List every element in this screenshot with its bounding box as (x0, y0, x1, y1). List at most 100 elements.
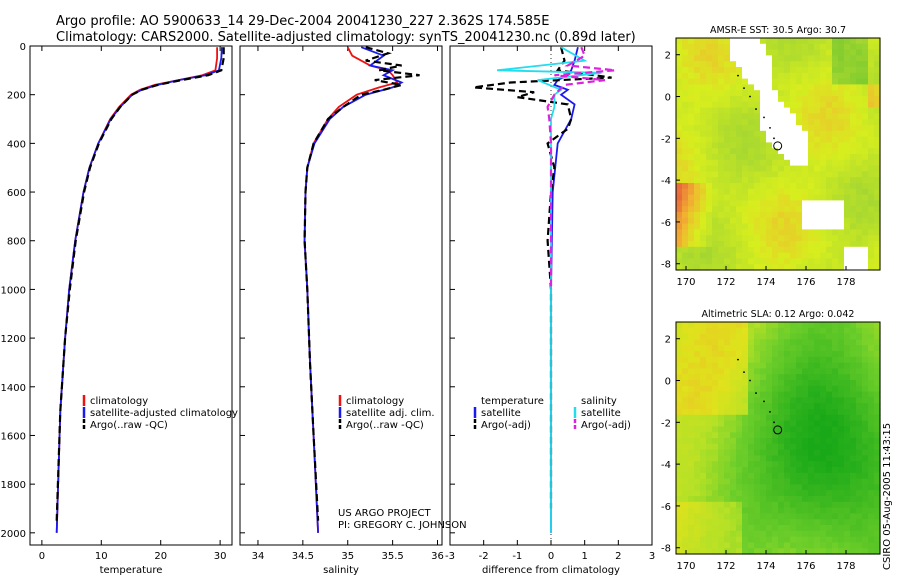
map-cell (766, 148, 773, 155)
map-cell (820, 78, 827, 85)
map-cell (838, 339, 845, 346)
map-cell (742, 142, 749, 149)
map-cell (844, 536, 851, 543)
map-cell (808, 484, 815, 491)
map-cell (742, 449, 749, 456)
map-cell (856, 362, 863, 369)
map-cell (856, 455, 863, 462)
map-cell (802, 449, 809, 456)
map-cell (790, 322, 797, 329)
map-cell (820, 125, 827, 132)
map-cell (820, 159, 827, 167)
map-cell (730, 455, 737, 462)
map-cell (730, 409, 737, 416)
map-cell (784, 496, 791, 503)
map-cell (754, 142, 761, 149)
map-cell (868, 113, 875, 120)
map-cell (790, 351, 797, 358)
map-cell (820, 455, 827, 462)
map-cell (778, 212, 785, 219)
map-cell (676, 391, 683, 398)
map-cell (808, 351, 815, 358)
map-cell (748, 258, 755, 265)
map-cell (826, 327, 833, 335)
map-cell (826, 519, 833, 526)
map-cell (772, 467, 779, 474)
legend-entry: climatology (90, 396, 148, 407)
map-cell (694, 322, 701, 329)
map-cell (808, 258, 815, 265)
map-cell (712, 171, 719, 178)
map-cell (712, 356, 719, 364)
map-cell (742, 125, 749, 132)
map-cell (724, 43, 731, 51)
map-cell (718, 188, 725, 196)
map-cell (778, 67, 785, 74)
track-point (763, 400, 765, 403)
map-cell (874, 159, 881, 167)
map-cell (862, 368, 869, 375)
map-cell (700, 525, 707, 532)
map-cell (736, 409, 743, 416)
map-cell (712, 513, 719, 520)
map-cell (700, 188, 707, 196)
map-cell (676, 142, 683, 149)
map-cell (712, 345, 719, 352)
map-cell (868, 484, 875, 491)
map-cell (832, 246, 839, 254)
map-cell (850, 438, 857, 445)
map-cell (682, 264, 689, 271)
map-cell (706, 252, 713, 259)
map-cell (868, 449, 875, 456)
map-cell (796, 391, 803, 398)
map-cell (784, 264, 791, 271)
project-credit: US ARGO PROJECT PI: GREGORY C. JOHNSON (338, 508, 467, 532)
map-cell (796, 171, 803, 178)
map-cell (784, 333, 791, 340)
map-cell (814, 200, 821, 207)
map-cell (874, 212, 881, 219)
map-cell (778, 351, 785, 358)
map-cell (718, 362, 725, 369)
map-cell (802, 229, 809, 236)
map-cell (844, 223, 851, 230)
map-cell (808, 142, 815, 149)
map-cell (730, 490, 737, 497)
map-cell (766, 252, 773, 259)
map-cell (694, 223, 701, 230)
map-cell (688, 177, 695, 184)
map-cell (796, 472, 803, 480)
map-cell (868, 159, 875, 167)
map-cell (760, 374, 767, 381)
map-cell (772, 159, 779, 167)
map-cell (718, 339, 725, 346)
map-cell (694, 525, 701, 532)
map-cell (688, 490, 695, 497)
map-cell (778, 223, 785, 230)
map-cell (820, 525, 827, 532)
map-cell (676, 478, 683, 485)
map-cell (700, 327, 707, 335)
map-cell (844, 461, 851, 468)
map-cell (748, 327, 755, 335)
map-cell (742, 362, 749, 369)
map-cell (712, 420, 719, 427)
map-cell (682, 148, 689, 155)
map-cell (682, 333, 689, 340)
map-cell (682, 113, 689, 120)
map-cell (742, 472, 749, 480)
map-cell (676, 327, 683, 335)
map-cell (790, 455, 797, 462)
map-cell (706, 496, 713, 503)
map-cell (838, 368, 845, 375)
map-cell (844, 426, 851, 433)
map-cell (706, 217, 713, 225)
map-cell (760, 333, 767, 340)
map-cell (814, 165, 821, 172)
map-cell (718, 67, 725, 74)
map-cell (838, 101, 845, 109)
map-cell (868, 345, 875, 352)
map-cell (808, 235, 815, 242)
map-cell (826, 461, 833, 468)
map-cell (814, 154, 821, 161)
